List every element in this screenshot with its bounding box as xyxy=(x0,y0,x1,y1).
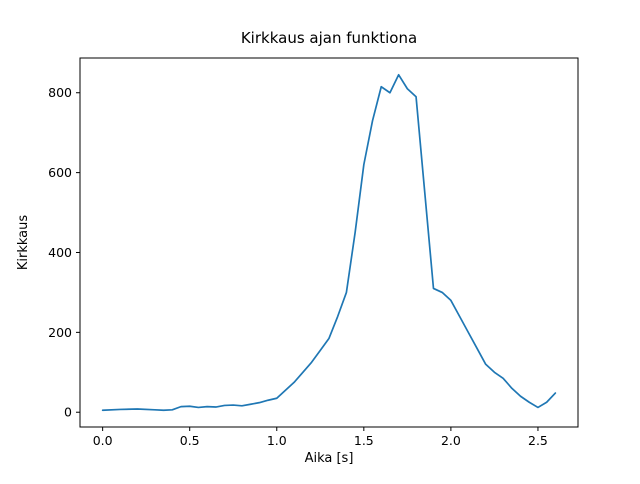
axis-ticks: 0.0 0.5 1.0 1.5 2.0 2.5 0 200 400 600 800 xyxy=(48,85,548,448)
x-axis-label: Aika [s] xyxy=(305,451,354,466)
plot-area xyxy=(80,58,578,427)
chart-title: Kirkkaus ajan funktiona xyxy=(241,29,417,47)
y-tick-label: 0 xyxy=(64,405,72,420)
x-tick-label: 2.5 xyxy=(528,433,548,448)
x-tick-label: 1.0 xyxy=(267,433,287,448)
x-tick-label: 1.5 xyxy=(354,433,374,448)
y-axis-label: Kirkkaus xyxy=(16,215,31,271)
data-line xyxy=(101,73,557,412)
x-tick-label: 2.0 xyxy=(441,433,461,448)
x-tick-label: 0.0 xyxy=(93,433,113,448)
plot-border xyxy=(79,57,579,428)
y-tick-label: 400 xyxy=(48,245,72,260)
y-tick-label: 200 xyxy=(48,325,72,340)
y-tick-label: 800 xyxy=(48,85,72,100)
y-tick-label: 600 xyxy=(48,165,72,180)
x-tick-label: 0.5 xyxy=(180,433,200,448)
